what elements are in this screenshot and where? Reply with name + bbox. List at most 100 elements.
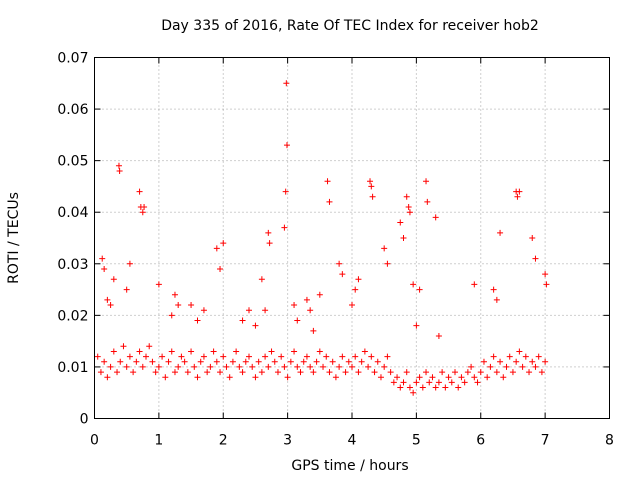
data-point [310,369,317,376]
data-point [384,353,391,360]
data-point [316,348,323,355]
data-point [316,291,323,298]
data-point [490,286,497,293]
data-point [509,369,516,376]
data-point [291,348,298,355]
data-point [213,245,220,252]
y-tick-label: 0.05 [57,154,88,170]
data-point [110,276,117,283]
x-tick-label: 0 [90,433,99,449]
data-point [371,369,378,376]
data-point [223,363,230,370]
data-point [268,348,275,355]
data-point [387,369,394,376]
data-point [294,317,301,324]
data-point [384,260,391,267]
data-point [526,369,533,376]
data-point [213,358,220,365]
data-point [529,358,536,365]
data-point [162,374,169,381]
data-point [303,296,310,303]
data-point [361,348,368,355]
data-point [432,384,439,391]
data-point [283,80,290,87]
data-point [143,353,149,360]
data-point [419,384,426,391]
data-point [101,358,108,365]
data-point [188,348,195,355]
data-point [194,317,201,324]
data-point [136,348,143,355]
data-point [416,374,423,381]
data-point [397,384,404,391]
x-tick-label: 7 [541,433,550,449]
x-tick-label: 2 [219,433,228,449]
data-point [252,322,259,329]
data-point [339,353,346,360]
y-tick-label: 0.06 [57,102,88,118]
data-point [471,281,478,288]
data-point [493,296,500,303]
data-point [152,369,159,376]
data-point [242,358,249,365]
data-point [519,363,526,370]
data-point [365,363,372,370]
data-point [514,193,521,200]
chart-title: Day 335 of 2016, Rate Of TEC Index for r… [161,18,539,34]
data-point [538,369,545,376]
data-point [400,235,407,241]
data-point [423,178,430,185]
x-tick-label: 8 [605,433,614,449]
data-point [155,363,162,370]
data-point [410,281,417,288]
data-point [497,358,504,365]
data-point [471,374,478,381]
data-point [130,369,137,376]
data-point [265,229,272,236]
data-point [194,374,201,381]
x-axis-label: GPS time / hours [291,458,408,474]
data-point [171,369,178,376]
data-point [226,374,233,381]
data-point [252,374,259,381]
data-point [104,374,111,381]
data-point [426,379,433,386]
data-point [394,374,401,381]
data-point [210,348,217,355]
data-point [239,369,246,376]
data-point [114,369,121,376]
data-point [410,389,417,396]
data-point [282,188,289,195]
data-point [352,286,359,293]
data-point [178,353,185,360]
data-point [390,379,397,386]
data-point [123,363,130,370]
data-point [133,358,140,365]
y-tick-label: 0.03 [57,257,88,273]
data-point [168,348,175,355]
data-point [452,369,458,376]
data-point [146,343,153,350]
data-point [120,343,127,350]
data-point [139,209,146,216]
y-tick-label: 0.01 [57,360,88,376]
grid-lines [94,57,610,419]
data-point [200,307,207,314]
data-point [403,369,410,376]
data-point [405,204,412,211]
data-point [326,369,333,376]
data-point [320,363,327,370]
data-point [139,363,146,370]
data-point [506,353,513,360]
data-point [513,358,520,365]
data-point [141,204,148,211]
y-tick-label: 0.04 [57,205,88,221]
data-point [332,374,339,381]
data-point [442,384,449,391]
data-point [266,240,273,247]
data-point [487,363,494,370]
data-point [355,369,362,376]
data-point [123,286,130,293]
data-point [217,265,224,272]
data-points [94,80,550,396]
